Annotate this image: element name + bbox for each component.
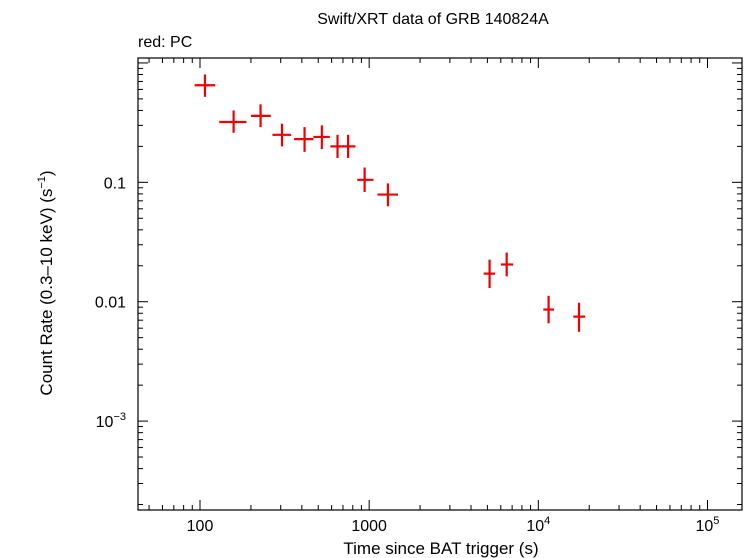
y-axis-label-close: ) xyxy=(37,170,56,176)
plot-frame xyxy=(137,57,743,511)
data-point xyxy=(272,123,291,147)
axis-ticks xyxy=(138,58,742,510)
y-tick-label: 0.1 xyxy=(104,175,126,192)
data-point xyxy=(194,74,216,97)
data-point xyxy=(573,302,586,332)
x-tick-label: 100 xyxy=(187,518,214,535)
data-point xyxy=(500,252,514,277)
data-point xyxy=(377,183,398,207)
data-point xyxy=(313,125,330,150)
x-axis-label: Time since BAT trigger (s) xyxy=(343,539,538,558)
tick-labels: 100 1000 104 105 0.1 0.01 10−3 xyxy=(95,175,720,535)
x-tick-label: 104 xyxy=(526,515,550,535)
x-tick-label: 105 xyxy=(696,515,720,535)
data-point xyxy=(483,259,496,289)
data-point xyxy=(294,127,314,152)
y-axis-label-main: Count Rate (0.3–10 keV) (s xyxy=(37,189,56,396)
data-point xyxy=(342,134,356,158)
data-point xyxy=(330,134,344,158)
y-tick-label: 10−3 xyxy=(96,411,126,431)
data-points xyxy=(194,74,586,332)
data-point xyxy=(250,104,271,128)
chart-title: Swift/XRT data of GRB 140824A xyxy=(317,11,549,28)
y-axis-label-sup: −1 xyxy=(36,176,48,189)
y-axis-label: Count Rate (0.3–10 keV) (s−1) xyxy=(36,170,56,395)
data-point xyxy=(543,295,555,324)
x-tick-label: 1000 xyxy=(351,518,387,535)
chart-subtitle: red: PC xyxy=(138,34,192,51)
y-tick-label: 0.01 xyxy=(95,295,126,312)
data-point xyxy=(219,110,247,133)
data-point xyxy=(357,167,374,192)
